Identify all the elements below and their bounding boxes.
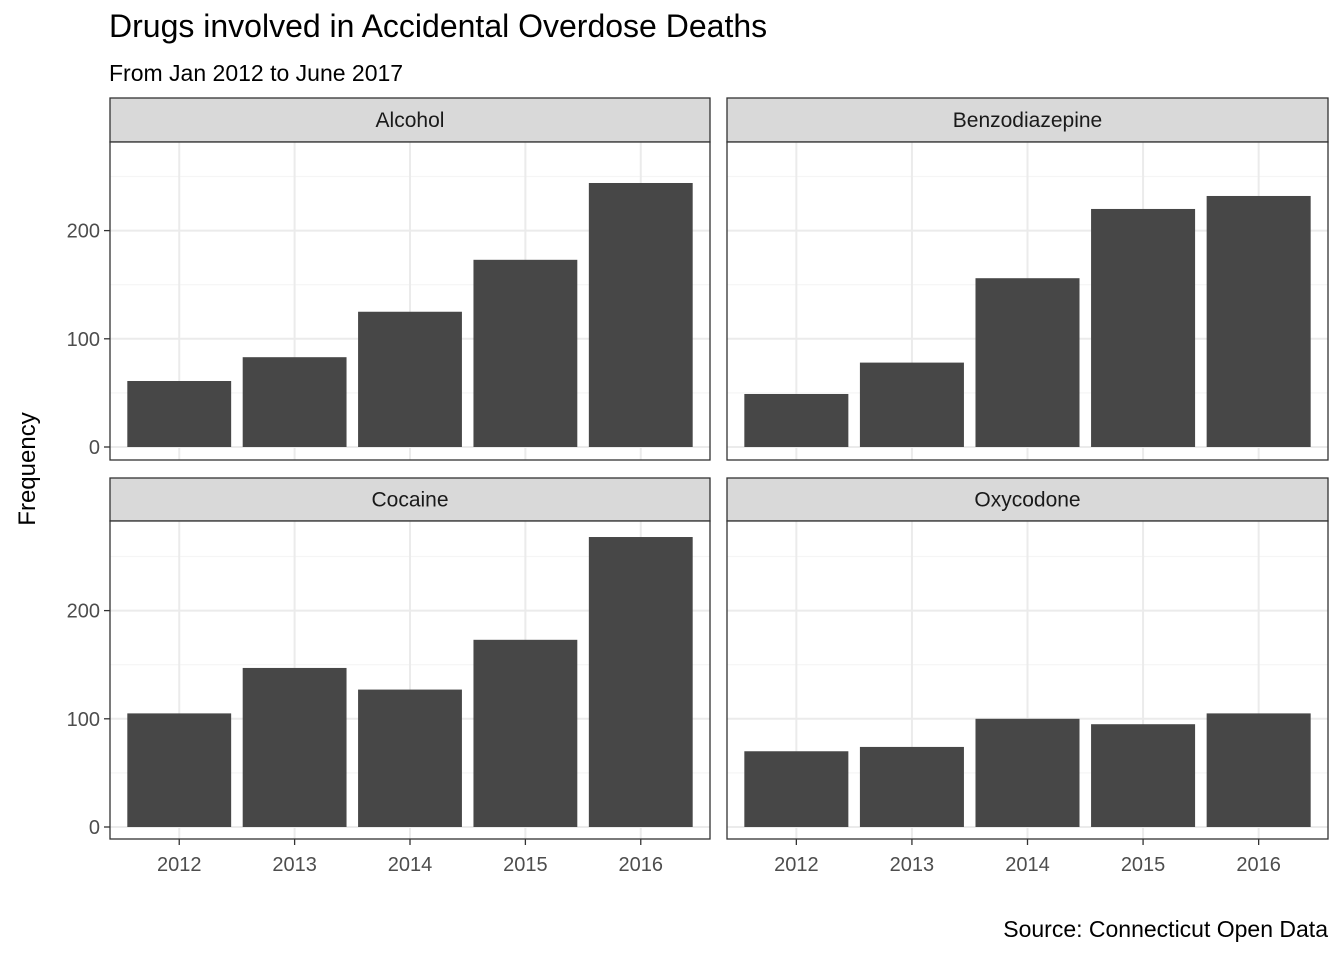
bar-alcohol-2015 — [473, 259, 578, 447]
x-tick-label: 2013 — [272, 854, 317, 876]
bar-oxycodone-2013 — [859, 746, 964, 827]
y-tick-label: 200 — [67, 601, 100, 623]
facet-strip-label: Oxycodone — [974, 489, 1080, 512]
x-tick-label: 2016 — [1236, 854, 1281, 876]
bar-alcohol-2014 — [358, 311, 462, 447]
bar-cocaine-2014 — [358, 689, 462, 827]
chart-caption: Source: Connecticut Open Data — [1003, 916, 1328, 942]
x-tick-label: 2014 — [1005, 854, 1050, 876]
x-tick-label: 2012 — [157, 854, 202, 876]
bar-oxycodone-2014 — [975, 718, 1080, 827]
facet-strip — [726, 97, 1329, 143]
bar-benzodiazepine-2015 — [1091, 208, 1196, 447]
bar-oxycodone-2015 — [1091, 724, 1196, 827]
y-axis-label: Frequency — [14, 412, 41, 525]
x-tick-label: 2015 — [503, 854, 548, 876]
bar-alcohol-2013 — [242, 357, 347, 447]
chart-subtitle: From Jan 2012 to June 2017 — [109, 60, 404, 86]
bar-cocaine-2015 — [473, 639, 578, 827]
x-tick-label: 2013 — [890, 854, 935, 876]
bar-cocaine-2012 — [127, 713, 232, 827]
facet-strip-label: Benzodiazepine — [953, 109, 1102, 132]
y-tick-label: 100 — [67, 329, 100, 351]
bar-cocaine-2013 — [242, 667, 347, 827]
bar-benzodiazepine-2013 — [859, 362, 964, 447]
bar-benzodiazepine-2012 — [744, 393, 849, 447]
bar-benzodiazepine-2016 — [1206, 195, 1311, 447]
facet-strip — [109, 477, 711, 522]
facet-strip-label: Alcohol — [376, 109, 445, 132]
bar-cocaine-2016 — [588, 537, 693, 827]
panel-border — [109, 141, 711, 461]
bar-oxycodone-2016 — [1206, 713, 1311, 827]
y-tick-label: 200 — [67, 221, 100, 243]
x-tick-label: 2015 — [1121, 854, 1166, 876]
bar-alcohol-2012 — [127, 380, 232, 447]
panel-border — [726, 141, 1329, 461]
chart-title: Drugs involved in Accidental Overdose De… — [109, 8, 768, 44]
facet-strip — [726, 477, 1329, 522]
bar-oxycodone-2012 — [744, 751, 849, 827]
y-tick-label: 100 — [67, 709, 100, 731]
x-tick-label: 2016 — [619, 854, 664, 876]
bar-benzodiazepine-2014 — [975, 278, 1080, 447]
facet-strip-label: Cocaine — [371, 489, 448, 512]
y-tick-label: 0 — [89, 817, 100, 839]
x-tick-label: 2014 — [388, 854, 433, 876]
x-tick-label: 2012 — [774, 854, 819, 876]
bar-alcohol-2016 — [588, 182, 693, 447]
y-tick-label: 0 — [89, 437, 100, 459]
